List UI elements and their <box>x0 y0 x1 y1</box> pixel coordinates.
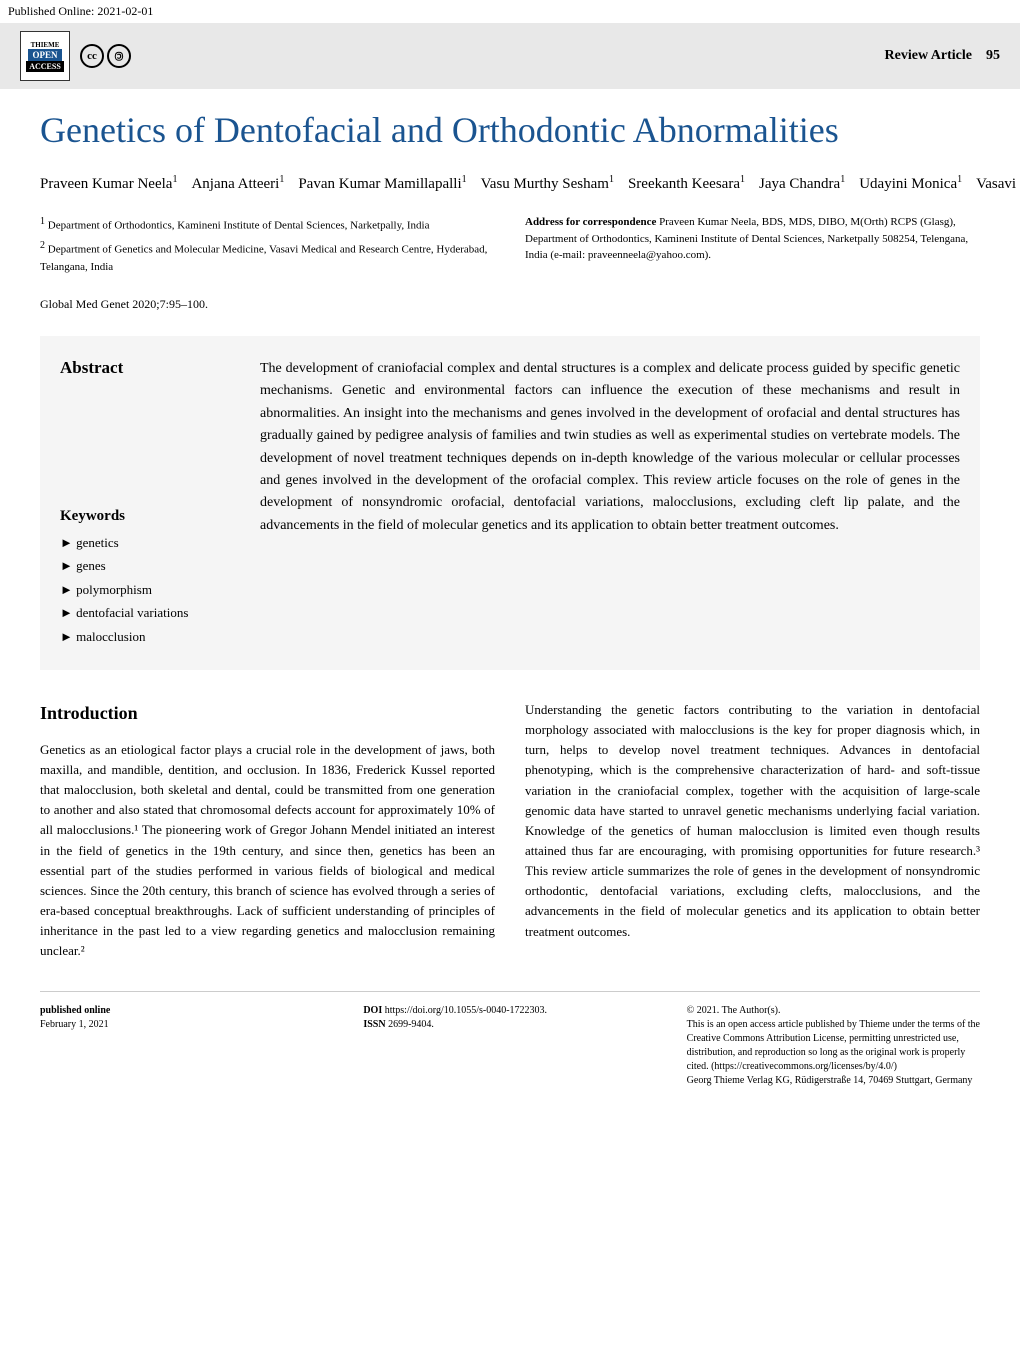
cc-icon: cc <box>80 44 104 68</box>
article-type: Review Article <box>885 48 972 63</box>
author: Vasavi Mohan2 <box>976 176 1020 192</box>
license-text: This is an open access article published… <box>687 1018 980 1074</box>
affiliations-row: 1 Department of Orthodontics, Kamineni I… <box>40 214 980 279</box>
header-bar: THIEME OPEN ACCESS cc 🄯 Review Article 9… <box>0 23 1020 89</box>
published-date: February 1, 2021 <box>40 1018 333 1032</box>
doi-value: https://doi.org/10.1055/s-0040-1722303. <box>385 1005 547 1016</box>
introduction-heading: Introduction <box>40 700 495 728</box>
body-columns: Introduction Genetics as an etiological … <box>40 700 980 961</box>
abstract-left-col: Abstract Keywords geneticsgenespolymorph… <box>60 358 240 648</box>
header-icons: THIEME OPEN ACCESS cc 🄯 <box>20 31 131 81</box>
issn-label: ISSN <box>363 1019 385 1030</box>
keywords-label: Keywords <box>60 508 240 525</box>
keyword-item: dentofacial variations <box>60 601 240 624</box>
content-area: Genetics of Dentofacial and Orthodontic … <box>0 89 1020 1108</box>
keyword-item: malocclusion <box>60 625 240 648</box>
cc-license-icons: cc 🄯 <box>80 44 131 68</box>
copyright-line: © 2021. The Author(s). <box>687 1004 980 1018</box>
author: Praveen Kumar Neela1 <box>40 176 177 192</box>
author: Pavan Kumar Mamillapalli1 <box>298 176 466 192</box>
affiliation: 2 Department of Genetics and Molecular M… <box>40 238 495 275</box>
body-column-right: Understanding the genetic factors contri… <box>525 700 980 961</box>
intro-paragraph-2: Understanding the genetic factors contri… <box>525 700 980 942</box>
footer-license: © 2021. The Author(s). This is an open a… <box>687 1004 980 1088</box>
keyword-item: genes <box>60 554 240 577</box>
abstract-text: The development of craniofacial complex … <box>260 358 960 648</box>
footer-row: published online February 1, 2021 DOI ht… <box>40 991 980 1088</box>
citation: Global Med Genet 2020;7:95–100. <box>40 297 980 312</box>
keyword-item: genetics <box>60 531 240 554</box>
keyword-item: polymorphism <box>60 578 240 601</box>
author: Anjana Atteeri1 <box>191 176 284 192</box>
article-title: Genetics of Dentofacial and Orthodontic … <box>40 109 980 152</box>
thieme-open-access-badge: THIEME OPEN ACCESS <box>20 31 70 81</box>
author: Vasu Murthy Sesham1 <box>481 176 614 192</box>
by-icon: 🄯 <box>107 44 131 68</box>
body-column-left: Introduction Genetics as an etiological … <box>40 700 495 961</box>
author: Udayini Monica1 <box>859 176 962 192</box>
abstract-label: Abstract <box>60 358 240 378</box>
published-online-footer-label: published online <box>40 1004 333 1018</box>
intro-paragraph-1: Genetics as an etiological factor plays … <box>40 740 495 962</box>
affiliation: 1 Department of Orthodontics, Kamineni I… <box>40 214 495 234</box>
published-online-label: Published Online: 2021-02-01 <box>0 0 1020 23</box>
doi-label: DOI <box>363 1005 382 1016</box>
keywords-list: geneticsgenespolymorphismdentofacial var… <box>60 531 240 648</box>
publisher-text: Georg Thieme Verlag KG, Rüdigerstraße 14… <box>687 1074 980 1088</box>
correspondence: Address for correspondence Praveen Kumar… <box>525 214 980 279</box>
authors-list: Praveen Kumar Neela1 Anjana Atteeri1 Pavan… <box>40 172 980 196</box>
footer-doi: DOI https://doi.org/10.1055/s-0040-17223… <box>363 1004 656 1088</box>
correspondence-label: Address for correspondence <box>525 216 656 228</box>
page-number: 95 <box>986 48 1000 63</box>
footer-published: published online February 1, 2021 <box>40 1004 333 1088</box>
affiliations-left: 1 Department of Orthodontics, Kamineni I… <box>40 214 495 279</box>
header-right: Review Article 95 <box>885 48 1000 64</box>
author: Jaya Chandra1 <box>759 176 845 192</box>
issn-value: 2699-9404. <box>388 1019 434 1030</box>
abstract-box: Abstract Keywords geneticsgenespolymorph… <box>40 336 980 670</box>
author: Sreekanth Keesara1 <box>628 176 745 192</box>
